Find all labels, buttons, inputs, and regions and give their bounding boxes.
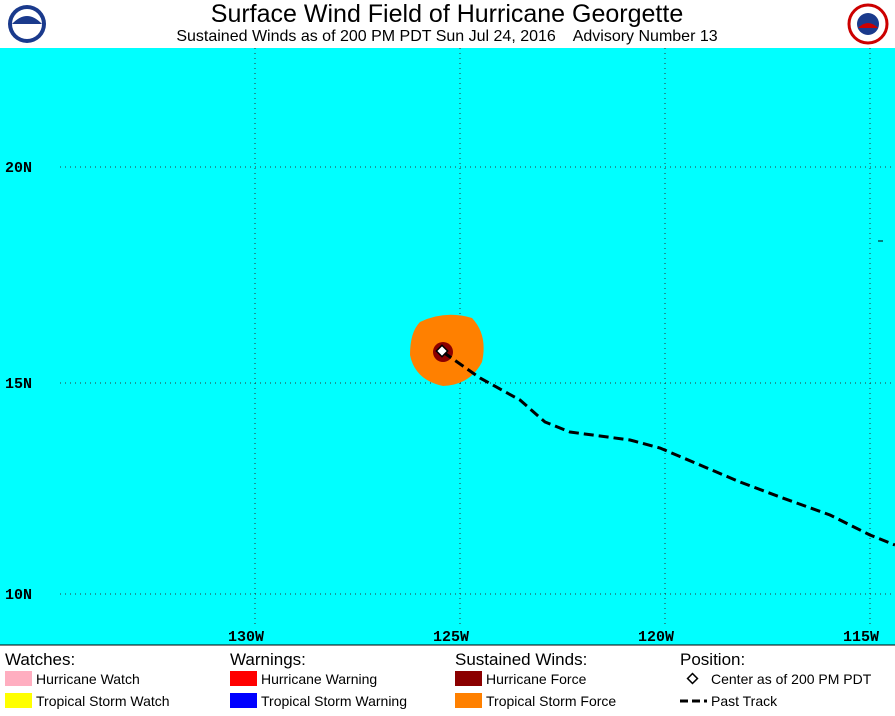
legend-swatch: [230, 693, 257, 708]
lon-label: 125W: [433, 629, 469, 646]
nws-logo: [847, 3, 889, 45]
noaa-logo: [8, 5, 46, 43]
legend-heading: Warnings:: [230, 650, 306, 669]
legend-swatch: [5, 693, 32, 708]
legend-swatch: [455, 671, 482, 686]
lat-label: 20N: [5, 160, 32, 177]
legend-label: Tropical Storm Watch: [36, 693, 170, 709]
legend-label: Tropical Storm Force: [486, 693, 616, 709]
subtitle: Sustained Winds as of 200 PM PDT Sun Jul…: [176, 28, 717, 45]
title: Surface Wind Field of Hurricane Georgett…: [211, 0, 683, 28]
past-track: [442, 350, 895, 547]
legend-heading: Position:: [680, 650, 745, 669]
legend-symbol: [686, 672, 699, 685]
legend-label: Hurricane Watch: [36, 671, 140, 687]
legend: Watches: Hurricane Watch Tropical Storm Wa…: [5, 650, 872, 709]
lat-label: 15N: [5, 376, 32, 393]
lon-label: 115W: [843, 629, 879, 646]
legend-label: Hurricane Warning: [261, 671, 377, 687]
lon-label: 130W: [228, 629, 264, 646]
legend-swatch: [230, 671, 257, 686]
legend-heading: Sustained Winds:: [455, 650, 587, 669]
lon-label: 120W: [638, 629, 674, 646]
legend-swatch: [455, 693, 482, 708]
graticule: [60, 48, 895, 625]
legend-label: Past Track: [711, 693, 778, 709]
legend-label: Tropical Storm Warning: [261, 693, 407, 709]
legend-label: Hurricane Force: [486, 671, 587, 687]
legend-heading: Watches:: [5, 650, 75, 669]
legend-label: Center as of 200 PM PDT: [711, 671, 872, 687]
lat-label: 10N: [5, 587, 32, 604]
legend-swatch: [5, 671, 32, 686]
center-marker: [435, 344, 449, 358]
